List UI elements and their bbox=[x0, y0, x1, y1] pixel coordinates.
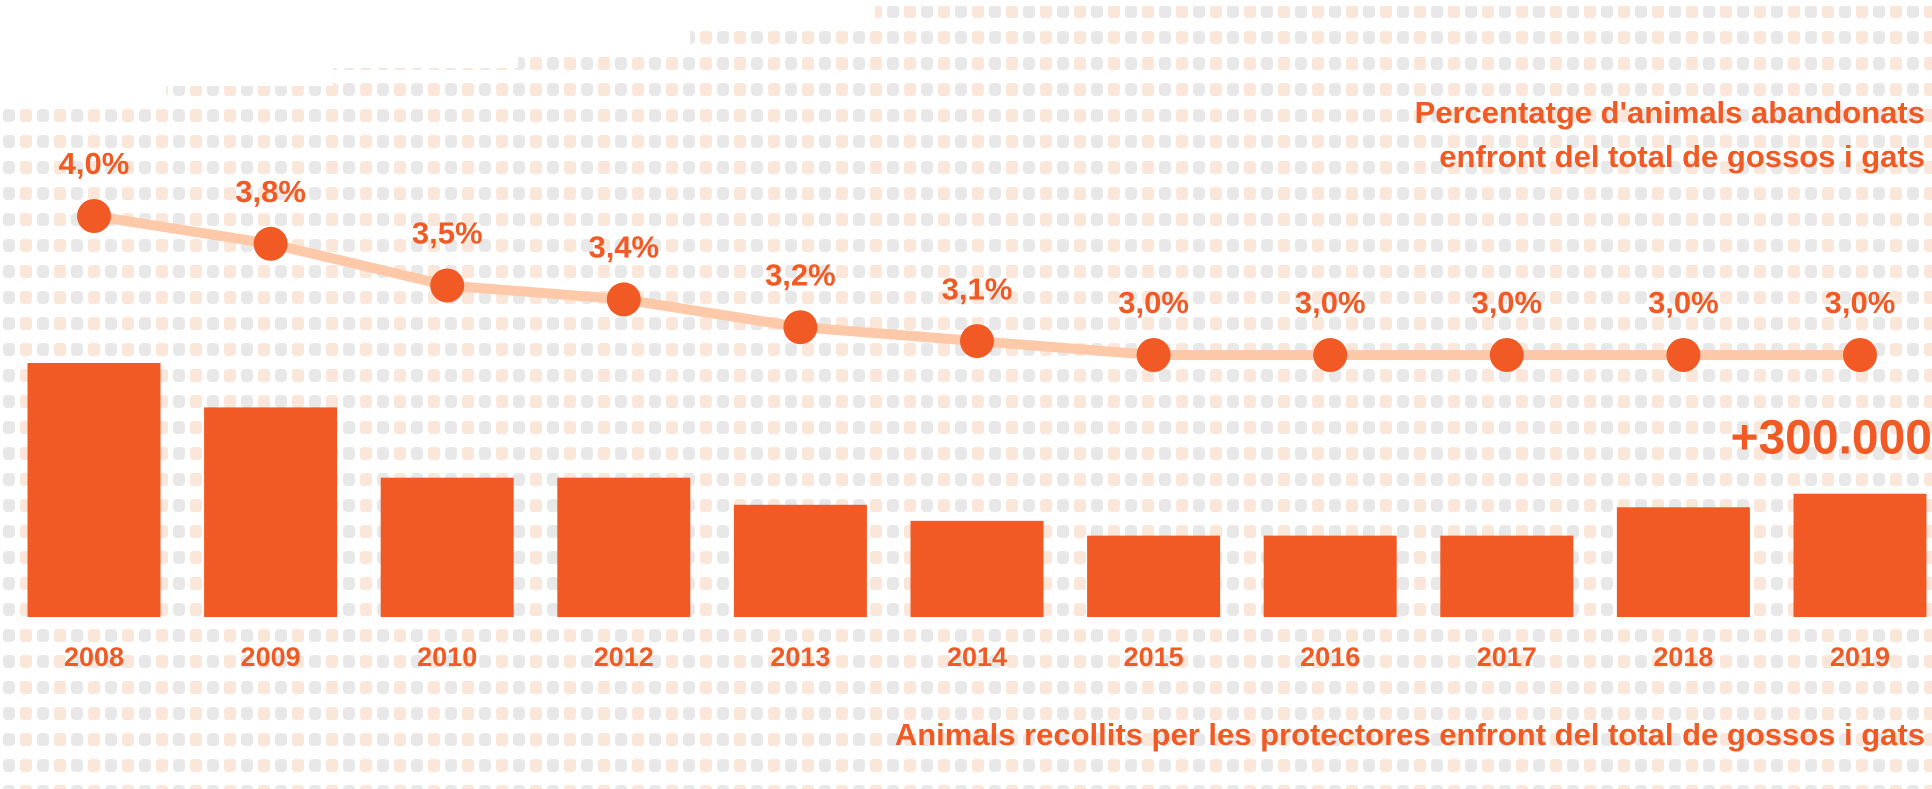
bar bbox=[381, 478, 514, 617]
bar bbox=[557, 478, 690, 617]
x-tick-label: 2013 bbox=[770, 642, 830, 672]
bar bbox=[1440, 536, 1573, 617]
bar bbox=[28, 363, 161, 617]
x-tick-label: 2008 bbox=[64, 642, 124, 672]
data-label: 3,0% bbox=[1471, 285, 1542, 320]
data-label: 3,2% bbox=[765, 257, 836, 292]
line-point bbox=[960, 324, 994, 358]
data-label: 3,0% bbox=[1648, 285, 1719, 320]
x-tick-label: 2016 bbox=[1300, 642, 1360, 672]
x-tick-label: 2018 bbox=[1653, 642, 1713, 672]
data-label: 3,0% bbox=[1295, 285, 1366, 320]
line-point bbox=[1666, 338, 1700, 372]
bar bbox=[734, 505, 867, 617]
x-tick-label: 2017 bbox=[1477, 642, 1537, 672]
x-tick-label: 2010 bbox=[417, 642, 477, 672]
bar bbox=[911, 521, 1044, 617]
x-tick-label: 2019 bbox=[1830, 642, 1890, 672]
data-label: 3,4% bbox=[588, 230, 659, 265]
data-label: 3,5% bbox=[412, 216, 483, 251]
data-label: 3,0% bbox=[1825, 285, 1896, 320]
bar-title: Animals recollits per les protectores en… bbox=[895, 717, 1925, 752]
x-tick-label: 2014 bbox=[947, 642, 1007, 672]
line-point bbox=[254, 227, 288, 261]
data-label: 3,0% bbox=[1118, 285, 1189, 320]
data-label: 3,1% bbox=[942, 271, 1013, 306]
data-label: 4,0% bbox=[59, 146, 130, 181]
bar-annotation: +300.000 bbox=[1730, 412, 1932, 465]
line-point bbox=[1137, 338, 1171, 372]
line-point bbox=[607, 282, 641, 316]
line-point bbox=[430, 269, 464, 303]
line-point bbox=[77, 199, 111, 233]
data-label: 3,8% bbox=[235, 174, 306, 209]
x-tick-label: 2012 bbox=[594, 642, 654, 672]
bar bbox=[1087, 536, 1220, 617]
bar bbox=[1617, 507, 1750, 617]
line-point bbox=[1313, 338, 1347, 372]
x-tick-label: 2009 bbox=[241, 642, 301, 672]
bar bbox=[204, 407, 337, 617]
x-tick-label: 2015 bbox=[1124, 642, 1184, 672]
line-point bbox=[1490, 338, 1524, 372]
bar bbox=[1794, 494, 1927, 617]
chart: +300.000 Animals recollits per les protec… bbox=[0, 0, 1932, 789]
bar bbox=[1264, 536, 1397, 617]
line-point bbox=[1843, 338, 1877, 372]
line-point bbox=[783, 310, 817, 344]
